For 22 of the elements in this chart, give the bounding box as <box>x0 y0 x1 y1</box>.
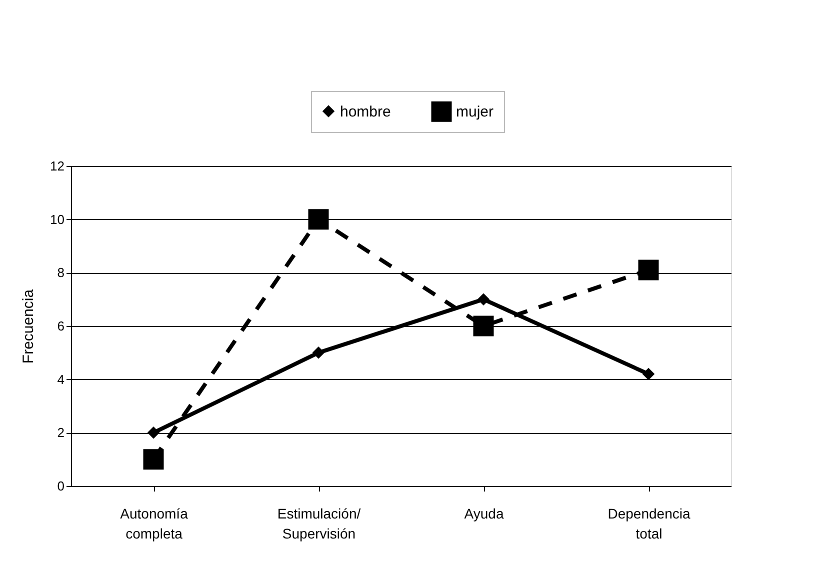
point <box>638 260 659 280</box>
y-tick-label: 10 <box>50 212 64 227</box>
point <box>642 368 655 380</box>
point <box>477 293 490 306</box>
x-tick-label: Estimulación/ Supervisión <box>277 506 361 542</box>
point <box>147 426 160 439</box>
point <box>312 346 325 359</box>
y-tick-label: 2 <box>57 425 64 440</box>
x-tick-label: Dependencia total <box>608 506 690 542</box>
x-tick-label: Autonomía completa <box>120 506 188 542</box>
point <box>143 449 164 470</box>
x-tick-label: Ayuda <box>464 506 504 522</box>
legend-label: mujer <box>456 104 494 121</box>
y-tick-label: 8 <box>57 265 64 280</box>
point <box>473 316 494 336</box>
y-tick-label: 6 <box>57 318 64 334</box>
y-axis-title: Frecuencia <box>20 288 38 364</box>
point <box>308 209 329 230</box>
y-tick-label: 0 <box>57 478 64 494</box>
y-tick-label: 12 <box>50 158 64 174</box>
y-tick-label: 4 <box>57 372 64 387</box>
legend-label: hombre <box>340 103 391 120</box>
